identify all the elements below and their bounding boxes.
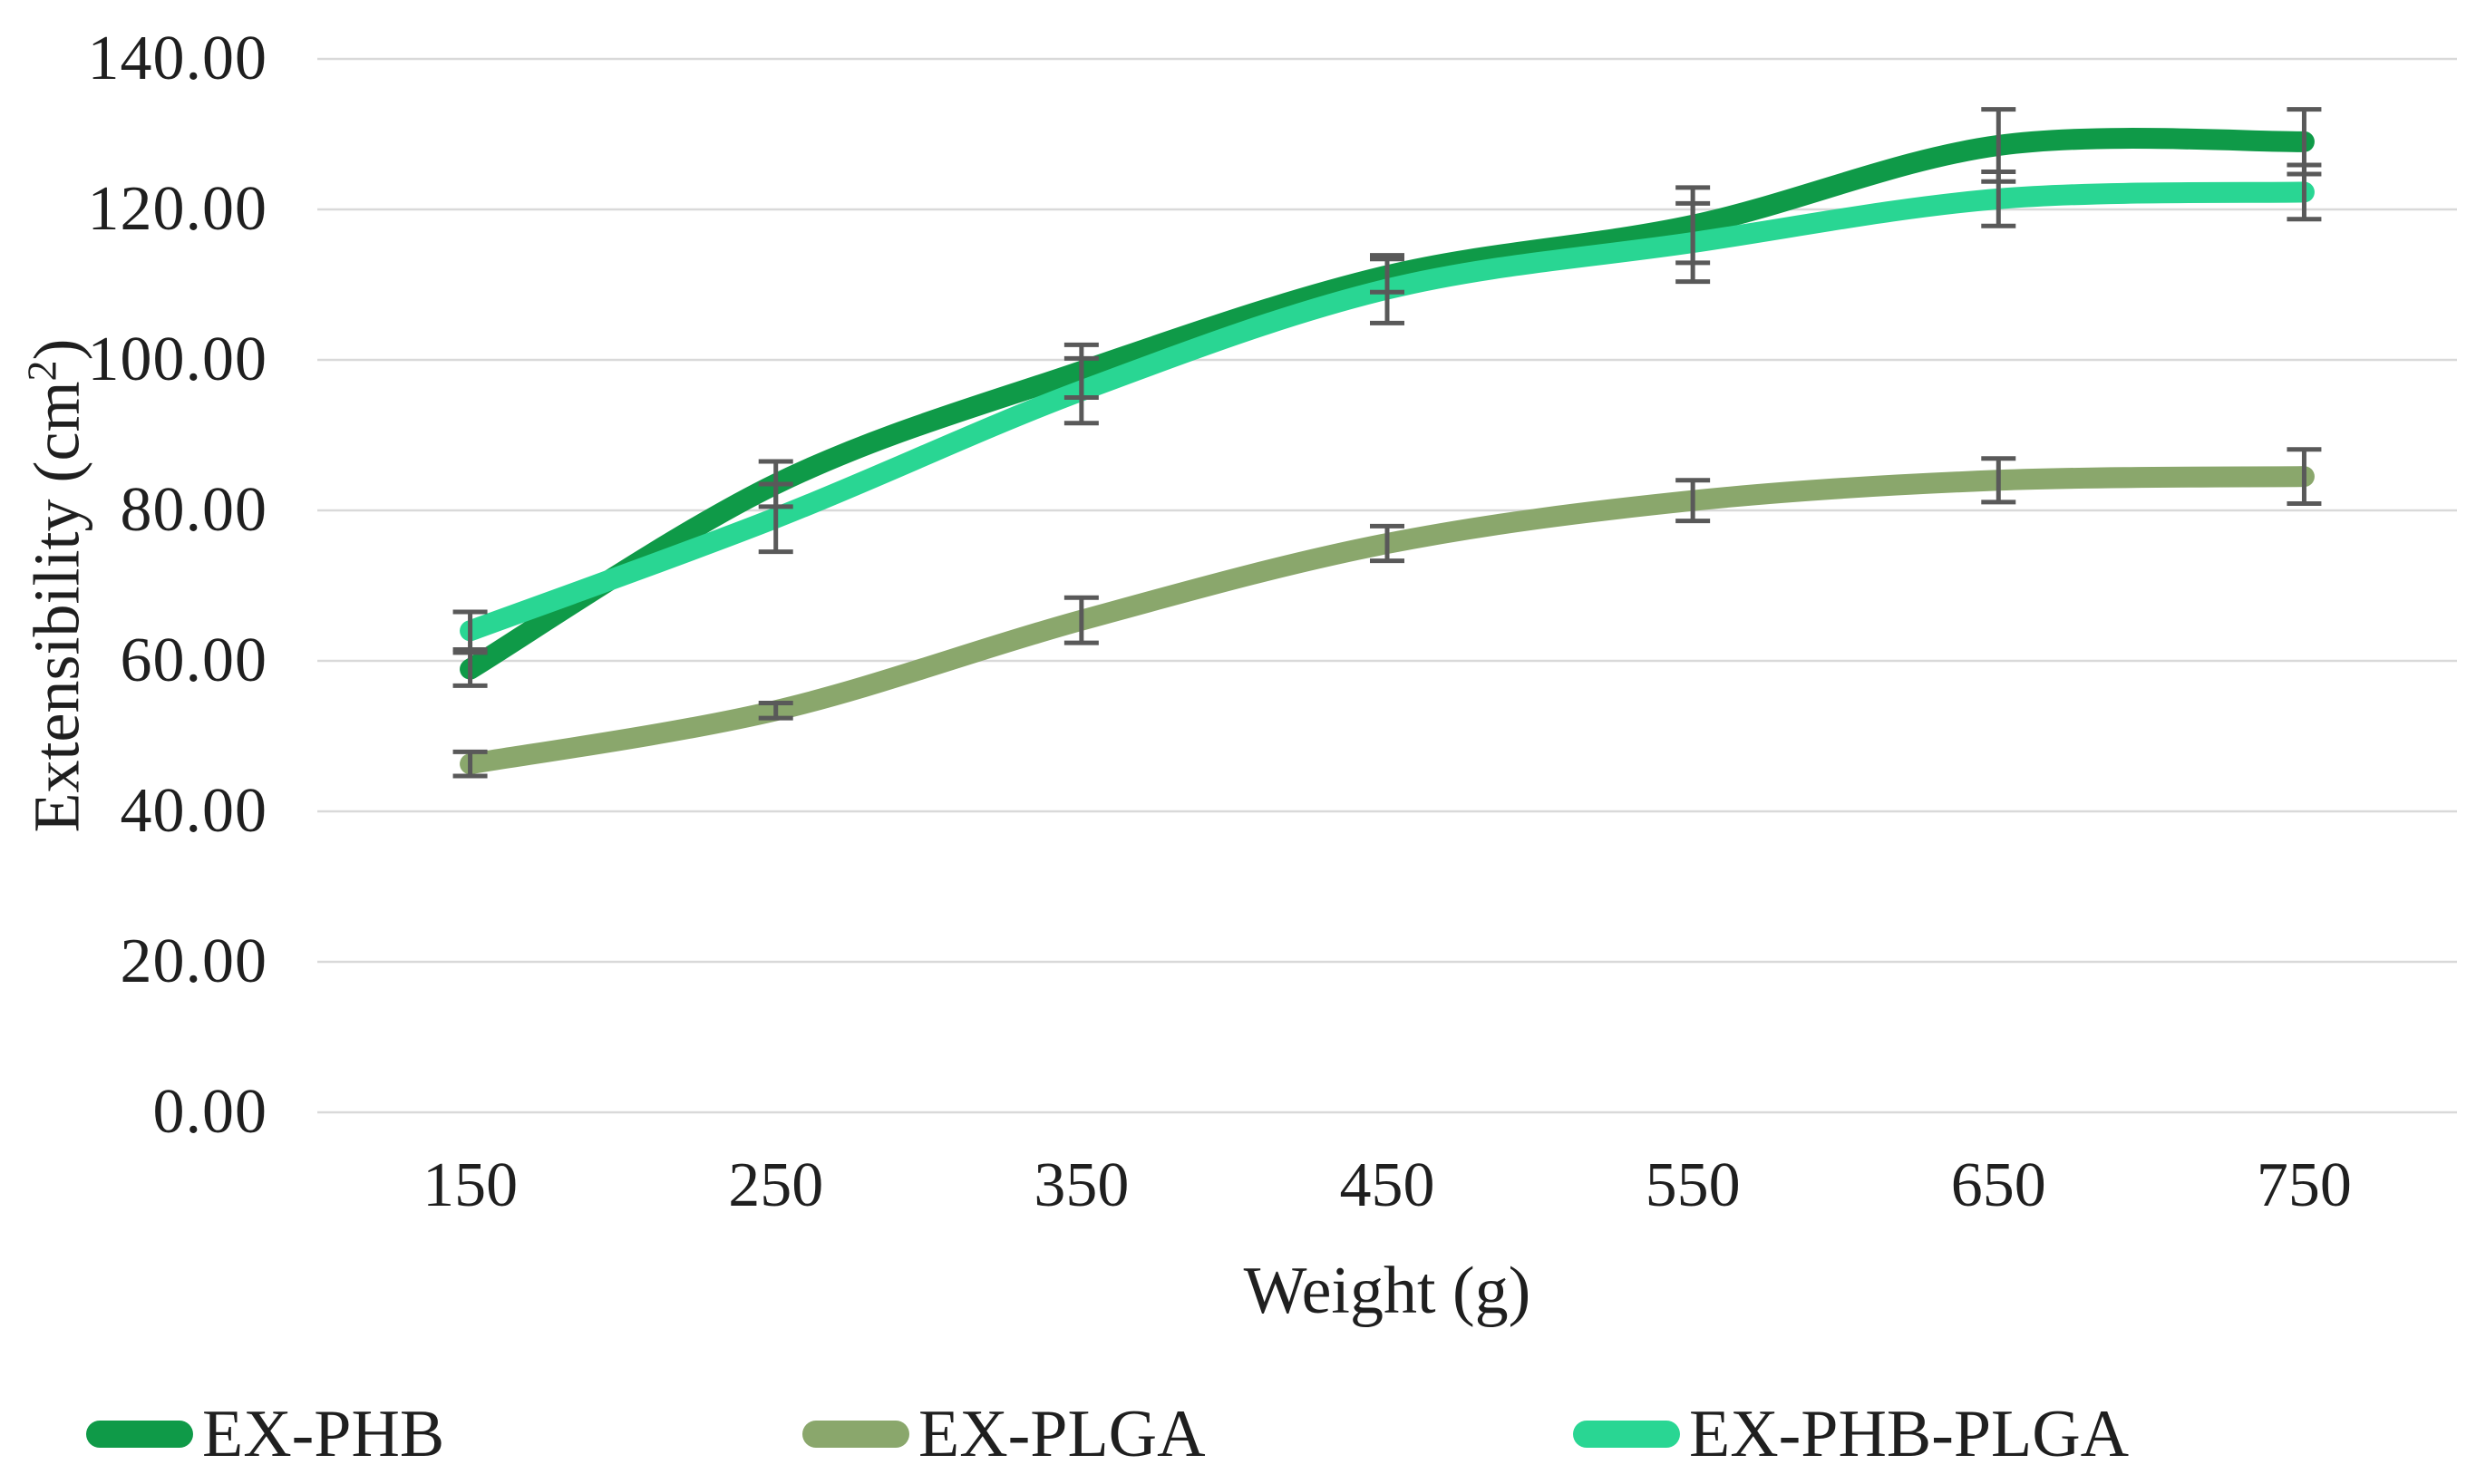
y-axis-title: Extensibility (cm2) (18, 338, 93, 833)
legend-line-swatch (1573, 1421, 1680, 1448)
x-tick-label: 450 (1339, 1150, 1435, 1220)
x-tick-label: 750 (2256, 1150, 2352, 1220)
legend-item-EX-PHB: EX-PHB (86, 1392, 444, 1476)
x-tick-label: 350 (1034, 1150, 1130, 1220)
x-tick-label: 150 (422, 1150, 519, 1220)
y-tick-label: 140.00 (87, 24, 267, 93)
legend-item-EX-PLGA: EX-PLGA (802, 1392, 1206, 1476)
legend-label: EX-PHB-PLGA (1689, 1396, 2130, 1471)
legend-line-swatch (86, 1421, 193, 1448)
y-tick-label: 80.00 (120, 475, 267, 545)
x-tick-label: 250 (728, 1150, 824, 1220)
x-axis-title: Weight (g) (1243, 1254, 1531, 1328)
legend-label: EX-PHB (202, 1396, 445, 1471)
x-tick-label: 650 (1950, 1150, 2046, 1220)
y-tick-label: 40.00 (120, 776, 267, 846)
y-tick-label: 120.00 (87, 174, 267, 244)
legend-line-swatch (802, 1421, 909, 1448)
y-tick-label: 0.00 (152, 1077, 267, 1147)
x-tick-label: 550 (1645, 1150, 1741, 1220)
series-line-EX-PHB (460, 128, 2315, 680)
legend-item-EX-PHB-PLGA: EX-PHB-PLGA (1573, 1392, 2129, 1476)
y-tick-label: 100.00 (87, 325, 267, 394)
legend-label: EX-PLGA (918, 1396, 1206, 1471)
y-tick-label: 60.00 (120, 626, 267, 695)
y-tick-label: 20.00 (120, 926, 267, 996)
